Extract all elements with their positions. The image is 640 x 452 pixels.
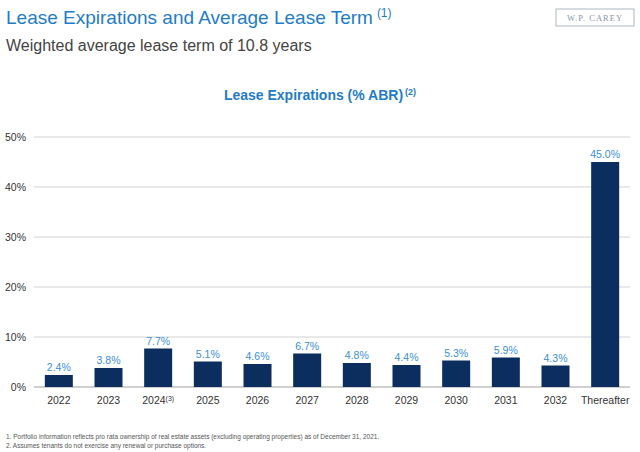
x-tick-label: 2030 bbox=[444, 394, 468, 406]
footnote: 2. Assumes tenants do not exercise any r… bbox=[6, 442, 206, 450]
y-tick-label: 30% bbox=[5, 231, 26, 243]
x-tick-label: 2031 bbox=[494, 394, 518, 406]
grid-line bbox=[34, 337, 630, 338]
title-note: (1) bbox=[377, 6, 392, 20]
bar bbox=[144, 349, 172, 388]
data-label: 4.4% bbox=[395, 351, 419, 363]
category-text: 2022 bbox=[47, 394, 71, 406]
data-label: 5.9% bbox=[494, 344, 518, 356]
category-text: 2030 bbox=[444, 394, 468, 406]
bar bbox=[442, 361, 470, 388]
bar bbox=[293, 354, 321, 388]
bar bbox=[194, 362, 222, 388]
footnote: 1. Portfolio information reflects pro ra… bbox=[6, 433, 379, 441]
data-label: 4.8% bbox=[345, 349, 369, 361]
x-tick-label: Thereafter bbox=[581, 394, 630, 406]
x-tick-label: 2027 bbox=[295, 394, 319, 406]
bar bbox=[393, 365, 421, 387]
title-text: Lease Expirations and Average Lease Term bbox=[6, 7, 373, 28]
data-label: 45.0% bbox=[590, 148, 620, 160]
grid-line bbox=[34, 287, 630, 288]
x-tick-label: 2026 bbox=[246, 394, 270, 406]
x-tick-label: 2024(3) bbox=[142, 394, 174, 406]
bar bbox=[45, 375, 73, 387]
grid-line bbox=[34, 237, 630, 238]
subtitle: Weighted average lease term of 10.8 year… bbox=[6, 37, 312, 54]
y-tick-label: 10% bbox=[5, 331, 26, 343]
title: Lease Expirations and Average Lease Term… bbox=[6, 6, 392, 28]
data-label: 4.6% bbox=[246, 350, 270, 362]
chart-title-note: (2) bbox=[405, 87, 416, 97]
chart-title: Lease Expirations (% ABR)(2) bbox=[224, 87, 416, 103]
grid-line bbox=[34, 137, 630, 138]
bar bbox=[95, 368, 123, 387]
bar bbox=[343, 363, 371, 387]
x-tick-label: 2028 bbox=[345, 394, 369, 406]
chart: Lease Expirations and Average Lease Term… bbox=[0, 0, 640, 452]
bar bbox=[492, 358, 520, 388]
data-label: 4.3% bbox=[544, 352, 568, 364]
grid-line bbox=[34, 187, 630, 188]
category-text: 2024 bbox=[142, 394, 166, 406]
data-labels: 2.4% 3.8% 7.7% 5.1% 4.6% 6.7% 4.8% 4.4% 5.3% 5.9%… bbox=[47, 148, 620, 373]
grid bbox=[34, 137, 630, 387]
category-text: 2025 bbox=[196, 394, 220, 406]
category-text: 2031 bbox=[494, 394, 518, 406]
category-text: 2023 bbox=[97, 394, 121, 406]
y-tick-label: 20% bbox=[5, 281, 26, 293]
data-label: 5.3% bbox=[444, 347, 468, 359]
y-tick-label: 0% bbox=[11, 381, 26, 393]
data-label: 5.1% bbox=[196, 348, 220, 360]
x-tick-label: 2023 bbox=[97, 394, 121, 406]
logo-text: W.P. CAREY bbox=[567, 13, 623, 23]
category-note: (3) bbox=[166, 395, 175, 403]
logo: W.P. CAREY bbox=[556, 9, 634, 26]
data-label: 6.7% bbox=[295, 340, 319, 352]
data-label: 7.7% bbox=[146, 335, 170, 347]
category-text: 2028 bbox=[345, 394, 369, 406]
x-tick-labels: 2022 2023 2024(3) 2025 2026 2027 2028 2029 2030 2… bbox=[47, 394, 630, 406]
bar bbox=[542, 366, 570, 388]
grid-line bbox=[34, 387, 630, 388]
bar bbox=[244, 364, 272, 387]
footnotes: 1. Portfolio information reflects pro ra… bbox=[6, 433, 379, 450]
category-text: Thereafter bbox=[581, 394, 630, 406]
y-tick-label: 40% bbox=[5, 181, 26, 193]
bar bbox=[591, 162, 619, 387]
category-text: 2026 bbox=[246, 394, 270, 406]
data-label: 3.8% bbox=[97, 354, 121, 366]
x-tick-label: 2022 bbox=[47, 394, 71, 406]
logo-frame bbox=[556, 9, 634, 26]
x-tick-label: 2029 bbox=[395, 394, 419, 406]
x-tick-label: 2032 bbox=[544, 394, 568, 406]
chart-title-text: Lease Expirations (% ABR) bbox=[224, 87, 403, 103]
category-text: 2029 bbox=[395, 394, 419, 406]
category-text: 2032 bbox=[544, 394, 568, 406]
bars bbox=[45, 162, 619, 387]
category-text: 2027 bbox=[295, 394, 319, 406]
y-tick-label: 50% bbox=[5, 131, 26, 143]
x-tick-label: 2025 bbox=[196, 394, 220, 406]
data-label: 2.4% bbox=[47, 361, 71, 373]
